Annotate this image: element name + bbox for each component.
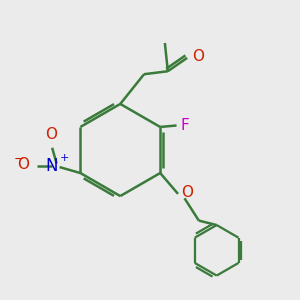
Text: F: F	[181, 118, 190, 133]
Text: O: O	[17, 157, 29, 172]
Text: O: O	[45, 128, 57, 142]
Text: O: O	[182, 185, 194, 200]
Text: N: N	[46, 157, 58, 175]
Text: +: +	[60, 153, 70, 163]
Text: −: −	[14, 153, 25, 166]
Text: O: O	[193, 49, 205, 64]
